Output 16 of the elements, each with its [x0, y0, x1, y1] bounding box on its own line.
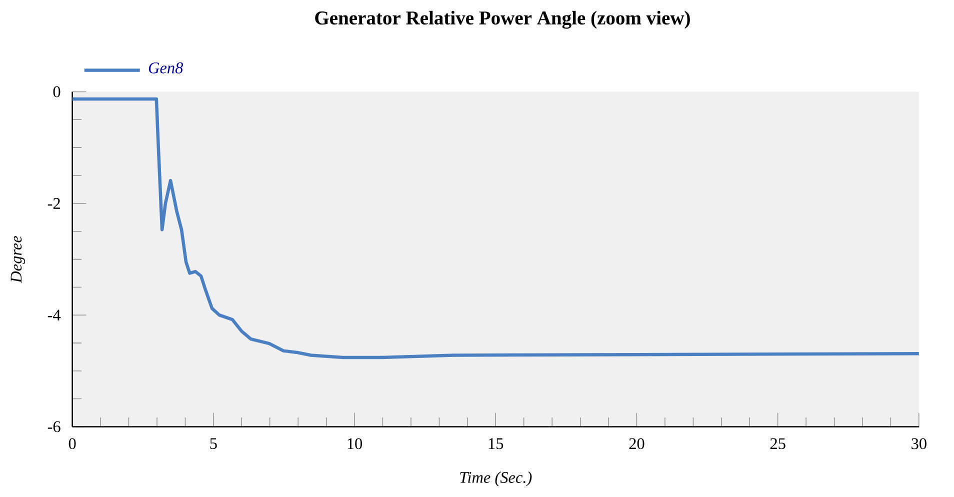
y-tick-label: -4 [48, 310, 61, 320]
y-tick-label: 0 [53, 86, 60, 98]
x-tick-label: 10 [348, 438, 362, 450]
x-tick-label: 15 [488, 438, 504, 450]
line-series [72, 97, 919, 360]
y-tick-label: -6 [48, 421, 60, 432]
x-axis-title: Time (Sec.) [460, 471, 532, 486]
x-tick-label: 25 [770, 438, 786, 450]
x-tick-label: 30 [912, 438, 926, 450]
y-axis-title: Degree [10, 236, 25, 284]
x-tick-label: 0 [68, 438, 76, 450]
x-tick-label: 20 [629, 438, 644, 450]
y-tick-label: -2 [48, 198, 60, 209]
x-tick-label: 5 [210, 438, 217, 449]
legend-label: Gen8 [148, 62, 184, 74]
chart-title: Generator Relative Power Angle (zoom view) [315, 10, 690, 29]
